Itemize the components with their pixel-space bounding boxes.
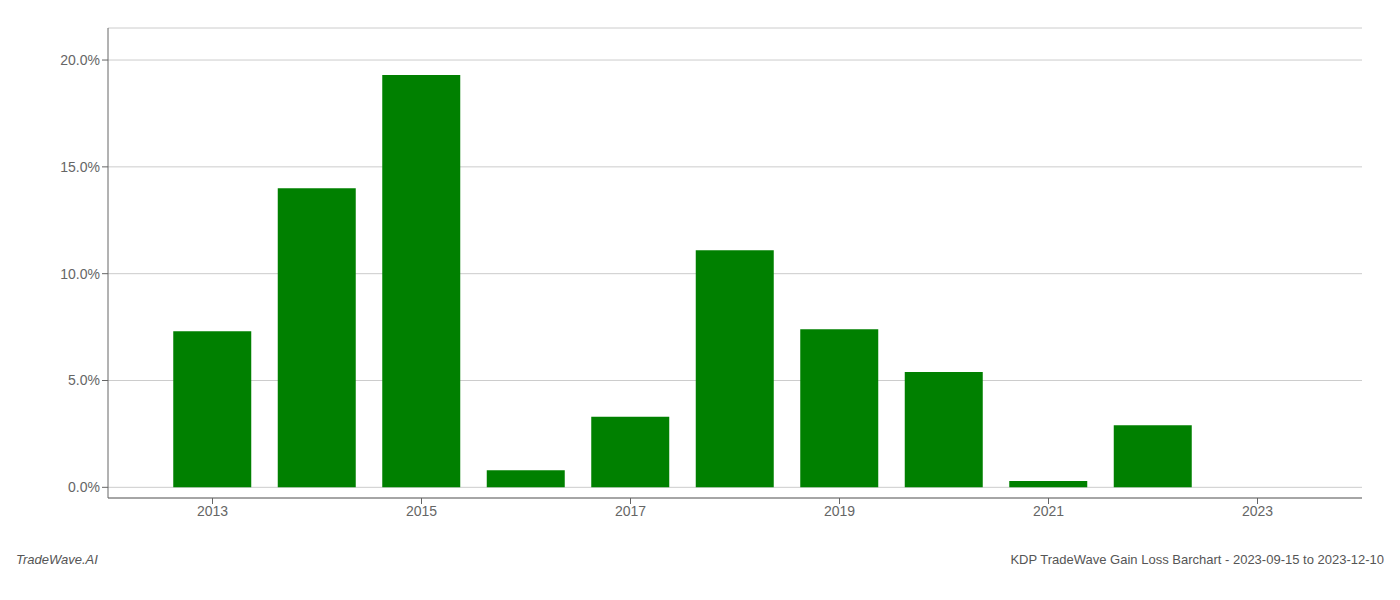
svg-text:2019: 2019 bbox=[824, 503, 855, 519]
svg-text:2015: 2015 bbox=[406, 503, 437, 519]
svg-text:15.0%: 15.0% bbox=[60, 159, 100, 175]
svg-text:2013: 2013 bbox=[197, 503, 228, 519]
svg-text:10.0%: 10.0% bbox=[60, 266, 100, 282]
svg-text:2023: 2023 bbox=[1242, 503, 1273, 519]
svg-text:5.0%: 5.0% bbox=[68, 372, 100, 388]
svg-text:2017: 2017 bbox=[615, 503, 646, 519]
svg-text:20.0%: 20.0% bbox=[60, 52, 100, 68]
html-text:KDP TradeWave Gain Loss Barcha: KDP TradeWave Gain Loss Barchart - 2023-… bbox=[1010, 552, 1384, 567]
svg-text:0.0%: 0.0% bbox=[68, 479, 100, 495]
svg-text:2021: 2021 bbox=[1033, 503, 1064, 519]
html-text:TradeWave.AI: TradeWave.AI bbox=[16, 552, 98, 567]
